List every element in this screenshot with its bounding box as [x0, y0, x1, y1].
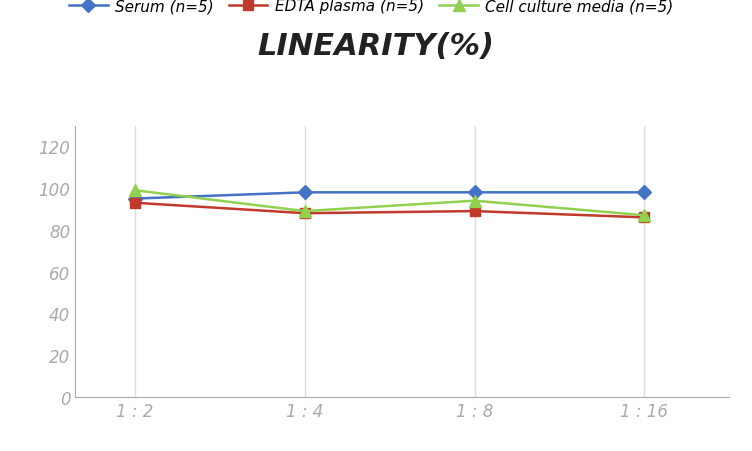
- Cell culture media (n=5): [130, 188, 139, 193]
- EDTA plasma (n=5): [300, 211, 309, 216]
- Serum (n=5): [130, 197, 139, 202]
- EDTA plasma (n=5): [470, 209, 479, 214]
- Line: Serum (n=5): Serum (n=5): [130, 188, 649, 204]
- Serum (n=5): [640, 190, 649, 196]
- Text: LINEARITY(%): LINEARITY(%): [257, 32, 495, 60]
- Cell culture media (n=5): [640, 213, 649, 218]
- EDTA plasma (n=5): [130, 201, 139, 206]
- Legend: Serum (n=5), EDTA plasma (n=5), Cell culture media (n=5): Serum (n=5), EDTA plasma (n=5), Cell cul…: [63, 0, 680, 20]
- Line: EDTA plasma (n=5): EDTA plasma (n=5): [130, 198, 649, 223]
- Serum (n=5): [470, 190, 479, 196]
- EDTA plasma (n=5): [640, 215, 649, 221]
- Cell culture media (n=5): [300, 209, 309, 214]
- Line: Cell culture media (n=5): Cell culture media (n=5): [129, 185, 650, 221]
- Cell culture media (n=5): [470, 198, 479, 204]
- Serum (n=5): [300, 190, 309, 196]
